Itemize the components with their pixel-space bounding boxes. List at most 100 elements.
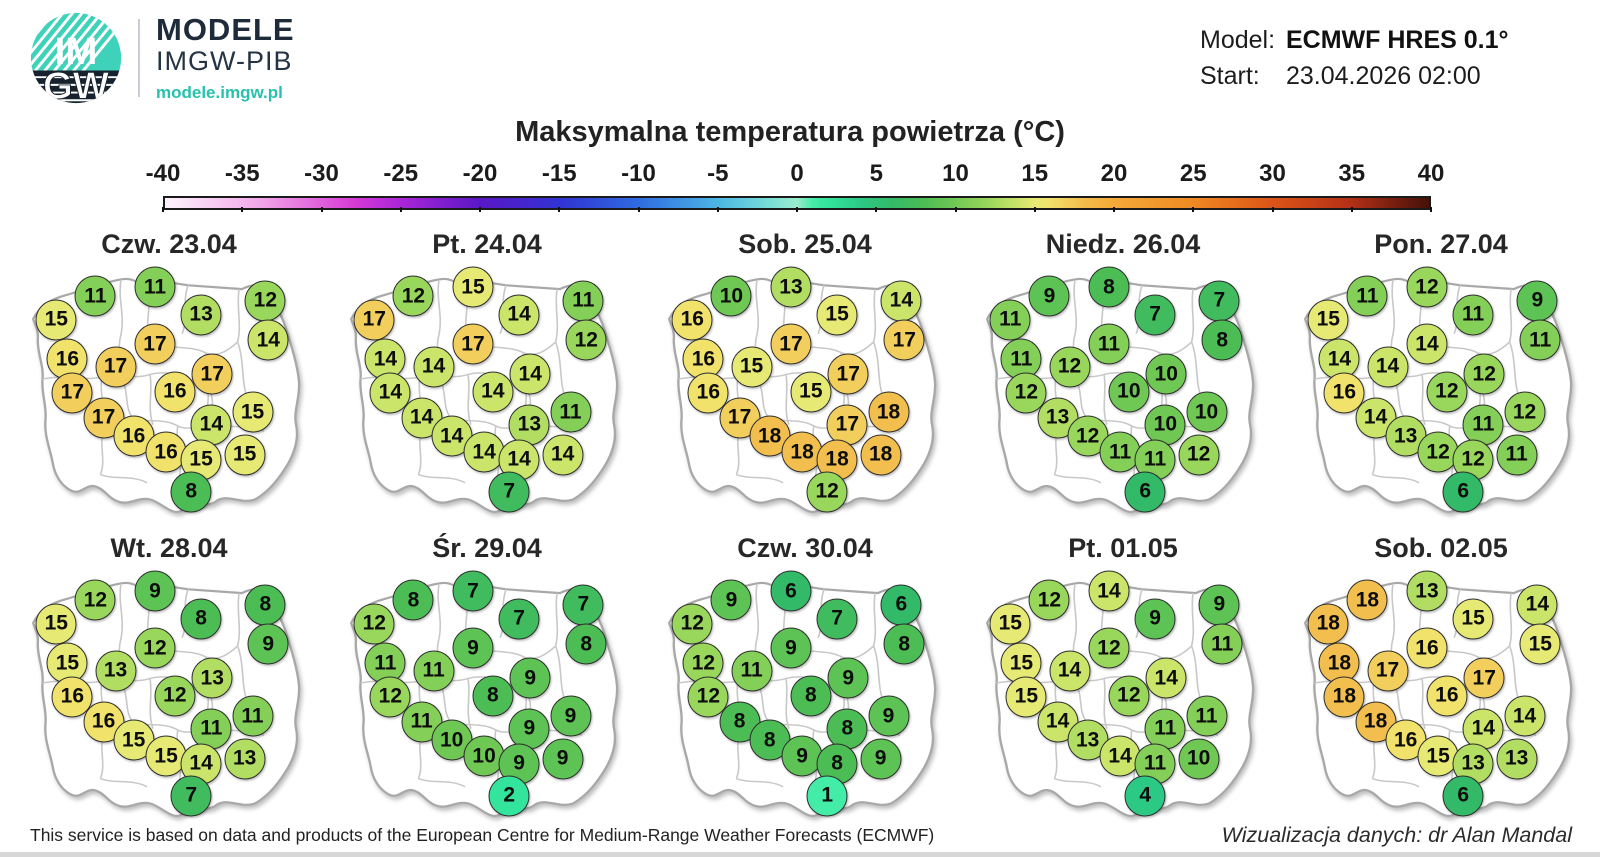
map-canvas: 11 12 11 9 15 11 14 14 14 12 16 12 14 11 12 13 12 12 11 6 (1295, 262, 1587, 514)
temperature-value: 17 (770, 323, 812, 365)
temperature-value: 12 (1504, 391, 1545, 433)
temperature-value: 6 (880, 584, 922, 626)
temperature-value: 8 (1201, 319, 1243, 361)
temperature-value: 17 (883, 319, 925, 361)
colorbar-tick-mark (875, 207, 878, 212)
colorbar-tick-label: -35 (224, 160, 260, 187)
temperature-value: 8 (719, 701, 761, 743)
colorbar-tick-label: -30 (304, 160, 339, 187)
forecast-map-cell: Czw. 30.04 (646, 532, 964, 818)
temperature-value: 12 (1088, 627, 1130, 669)
forecast-map-cell: Pt. 24.04 (328, 228, 646, 514)
colorbar-tick-mark (716, 207, 719, 212)
temperature-value: 15 (731, 346, 773, 388)
colorbar-tick-mark (320, 207, 323, 212)
temperature-value: 7 (1134, 294, 1176, 336)
temperature-value: 9 (1134, 598, 1176, 640)
page-title: Maksymalna temperatura powietrza (°C) (515, 116, 1065, 148)
temperature-value: 7 (452, 570, 494, 612)
temperature-value: 14 (1099, 735, 1141, 777)
temperature-value: 17 (1367, 650, 1409, 692)
temperature-value: 12 (1426, 371, 1468, 413)
map-canvas: 9 6 7 6 12 8 9 12 11 9 12 8 8 8 9 8 9 8 9 1 (659, 566, 951, 818)
temperature-value: 11 (1519, 319, 1561, 361)
temperature-value: 4 (1124, 775, 1166, 817)
colorbar-tick-mark (1271, 207, 1274, 212)
temperature-value: 12 (1049, 346, 1091, 388)
temperature-value: 10 (1178, 738, 1220, 780)
brand-website-link[interactable]: modele.imgw.pl (156, 82, 283, 102)
temperature-value: 7 (170, 775, 212, 817)
visualization-credit: Wizualizacja danych: dr Alan Mandal (1221, 823, 1572, 847)
forecast-map-cell: Pon. 27.04 (1282, 228, 1600, 514)
temperature-value: 15 (1417, 735, 1459, 777)
forecast-map-cell: Wt. 28.04 (10, 532, 328, 818)
colorbar-tick-label: 20 (1100, 160, 1128, 187)
colorbar-tick-label: -5 (707, 160, 729, 187)
temperature-value: 8 (826, 708, 868, 750)
temperature-value: 15 (35, 603, 77, 645)
temperature-value: 12 (134, 627, 176, 669)
temperature-value: 6 (1442, 775, 1484, 817)
temperature-value: 12 (806, 471, 848, 513)
colorbar-tick-label: 10 (942, 160, 969, 187)
temperature-value: 12 (154, 675, 196, 717)
temperature-value: 7 (1198, 280, 1240, 322)
temperature-value: 9 (550, 695, 591, 737)
temperature-value: 8 (180, 598, 222, 640)
temperature-value: 15 (1307, 299, 1349, 341)
temperature-value: 12 (1028, 579, 1070, 621)
forecast-map-cell: Sob. 02.05 (1282, 532, 1600, 818)
temperature-value: 15 (1519, 623, 1561, 665)
temperature-value: 15 (232, 391, 273, 433)
temperature-value: 11 (1144, 708, 1186, 750)
map-title: Sob. 25.04 (738, 229, 872, 259)
temperature-value: 14 (1049, 650, 1091, 692)
temperature-value: 7 (488, 471, 530, 513)
map-title: Czw. 30.04 (737, 533, 873, 563)
temperature-value: 6 (1442, 471, 1484, 513)
map-canvas: 12 14 9 9 15 11 12 15 14 14 15 12 14 11 11 13 14 11 10 4 (977, 566, 1269, 818)
temperature-value: 15 (35, 299, 77, 341)
temperature-value: 11 (190, 708, 232, 750)
temperature-value: 11 (731, 650, 773, 692)
model-value: ECMWF HRES 0.1° (1286, 26, 1509, 54)
temperature-value: 14 (190, 404, 232, 446)
map-title: Niedz. 26.04 (1045, 229, 1201, 259)
temperature-value: 10 (710, 275, 752, 317)
temperature-value: 18 (860, 434, 902, 476)
temperature-value: 11 (989, 299, 1031, 341)
temperature-value: 9 (509, 657, 551, 699)
temperature-value: 12 (353, 603, 395, 645)
temperature-value: 12 (74, 579, 116, 621)
colorbar-tick-mark (796, 207, 798, 212)
temperature-value: 15 (1005, 676, 1047, 718)
temperature-value: 11 (1201, 623, 1243, 665)
start-value: 23.04.2026 02:00 (1286, 62, 1481, 90)
temperature-value: 14 (1406, 323, 1448, 365)
map-canvas: 10 13 15 14 16 17 17 16 15 17 16 15 17 17 18 18 18 18 18 12 (659, 262, 951, 514)
forecast-map-cell: Pt. 01.05 (964, 532, 1282, 818)
colorbar-tick-mark (1430, 207, 1432, 212)
temperature-value: 11 (562, 280, 604, 322)
temperature-value: 17 (719, 397, 761, 439)
temperature-value: 17 (134, 323, 176, 365)
temperature-value: 11 (1099, 431, 1141, 473)
temperature-value: 12 (1108, 675, 1150, 717)
temperature-value: 16 (154, 371, 196, 413)
temperature-value: 12 (244, 280, 286, 322)
colorbar-tick-mark (954, 207, 957, 212)
temperature-value: 15 (1452, 598, 1494, 640)
temperature-value: 17 (51, 372, 93, 414)
temperature-value: 13 (180, 294, 222, 336)
forecast-map-cell: Śr. 29.04 (328, 532, 646, 818)
temperature-value: 9 (860, 738, 902, 780)
temperature-value: 9 (868, 695, 909, 737)
temperature-value: 9 (247, 623, 289, 665)
temperature-value: 14 (498, 294, 540, 336)
temperature-value: 7 (562, 584, 604, 626)
model-label: Model: (1200, 26, 1276, 54)
temperature-value: 17 (95, 346, 137, 388)
temperature-value: 15 (790, 371, 832, 413)
temperature-value: 14 (1462, 708, 1504, 750)
